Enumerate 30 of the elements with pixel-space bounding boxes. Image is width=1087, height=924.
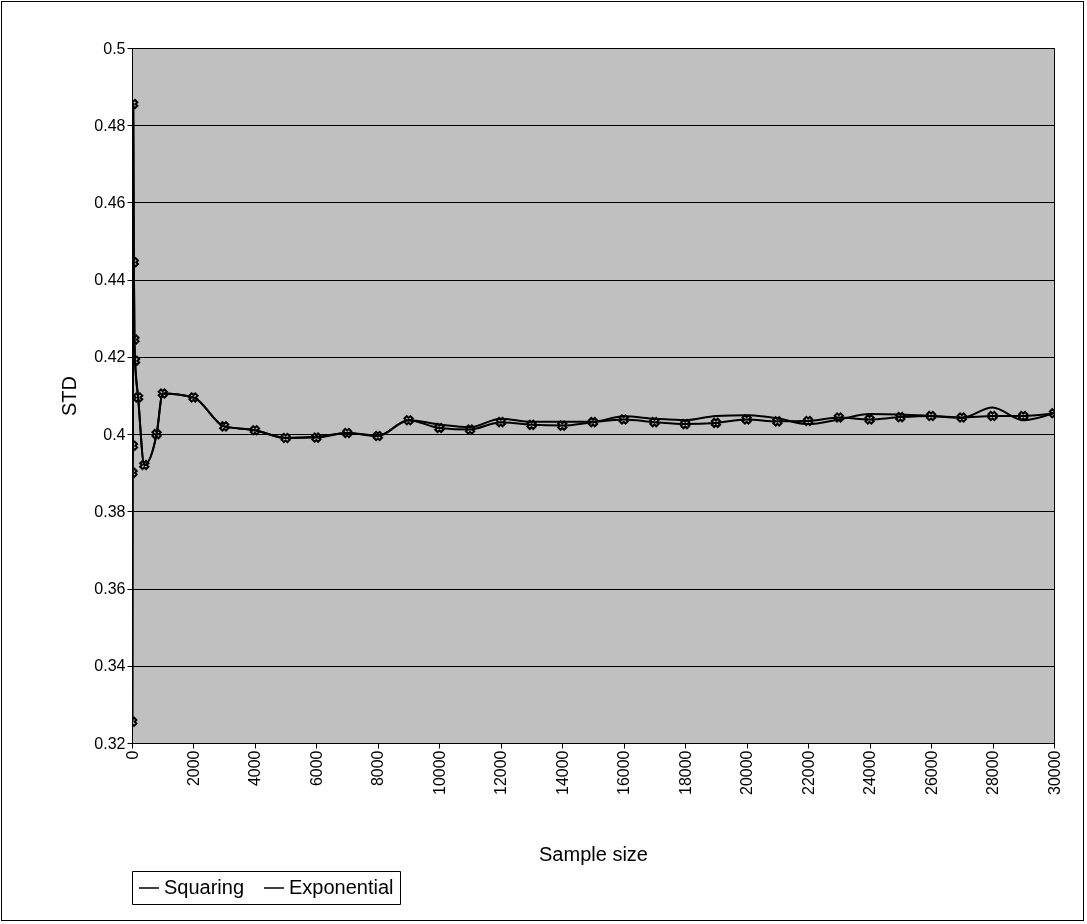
y-axis-title: STD (58, 376, 81, 416)
x-tick-label: 14000 (553, 750, 571, 795)
x-tick-label: 18000 (676, 750, 694, 795)
y-tick-label: 0.34 (94, 657, 126, 675)
legend-label: Exponential (289, 876, 394, 898)
x-tick-label: 12000 (492, 750, 510, 795)
x-tick-label: 30000 (1045, 750, 1063, 795)
x-tick-label: 28000 (984, 750, 1002, 795)
y-tick-label: 0.5 (103, 39, 126, 57)
y-tick-label: 0.32 (94, 734, 126, 752)
x-tick-label: 20000 (738, 750, 756, 795)
x-tick-label: 22000 (799, 750, 817, 795)
x-tick-label: 16000 (615, 750, 633, 795)
y-tick-label: 0.44 (94, 271, 126, 289)
y-tick-label: 0.42 (94, 348, 126, 366)
x-tick-label: 26000 (922, 750, 940, 795)
x-tick-label: 4000 (246, 750, 264, 787)
legend-label: Squaring (164, 876, 245, 898)
x-axis-title: Sample size (539, 842, 648, 865)
y-tick-label: 0.38 (94, 502, 126, 520)
x-tick-label: 0 (123, 750, 141, 760)
x-tick-label: 10000 (430, 750, 448, 795)
y-tick-label: 0.36 (94, 580, 126, 598)
x-tick-label: 6000 (307, 750, 325, 787)
y-tick-label: 0.46 (94, 193, 126, 211)
y-tick-label: 0.48 (94, 116, 126, 134)
x-tick-label: 8000 (369, 750, 387, 787)
y-tick-label: 0.4 (103, 425, 126, 443)
x-tick-label: 2000 (184, 750, 202, 787)
x-tick-label: 24000 (861, 750, 879, 795)
